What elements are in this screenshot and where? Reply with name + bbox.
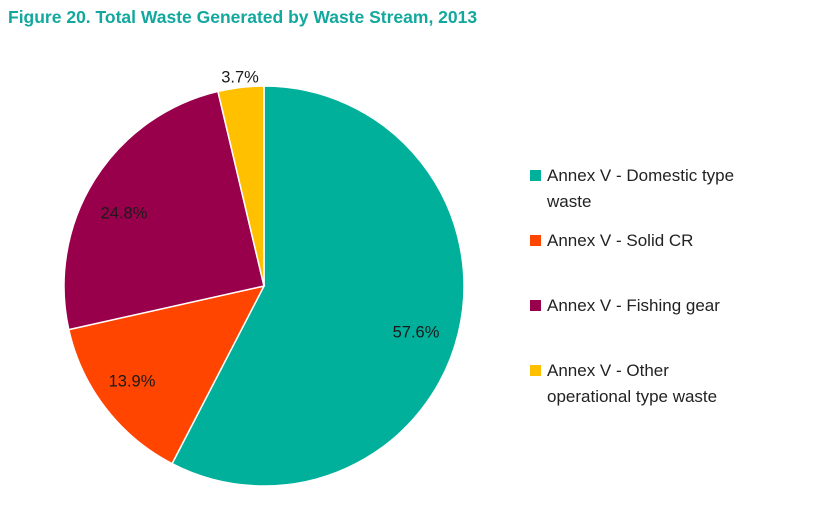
chart-title: Figure 20. Total Waste Generated by Wast…: [8, 7, 478, 27]
pie-slice-annex-v-fishing-gear: [63, 90, 265, 331]
pie-slices: [63, 85, 465, 487]
slice-data-label: 57.6%: [393, 323, 440, 341]
legend-item-domestic: Annex V - Domestic type waste: [530, 163, 782, 215]
legend-swatch: [530, 235, 541, 246]
legend-swatch: [530, 300, 541, 311]
legend-swatch: [530, 365, 541, 376]
slice-data-label: 13.9%: [109, 372, 156, 390]
legend-swatch: [530, 170, 541, 181]
legend-label: Annex V - Solid CR: [547, 231, 694, 250]
legend-item-solid-cr: Annex V - Solid CR: [530, 228, 782, 254]
pie-slice-annex-v-domestic-type-waste: [171, 85, 465, 487]
legend-label: Annex V - Domestic type waste: [547, 166, 735, 211]
legend-label: Annex V - Other operational type waste: [547, 361, 718, 406]
slice-data-label: 24.8%: [101, 204, 148, 222]
pie-labels: 57.6% 13.9% 24.8% 3.7%: [101, 68, 440, 390]
legend-item-other-operational: Annex V - Other operational type waste: [530, 358, 782, 410]
pie-slice-annex-v-solid-cr: [67, 284, 266, 465]
legend-label: Annex V - Fishing gear: [547, 296, 720, 315]
slice-data-label: 3.7%: [221, 68, 259, 86]
legend-item-fishing-gear: Annex V - Fishing gear: [530, 293, 782, 319]
pie-slice-annex-v-other-operational-type-waste: [217, 85, 265, 287]
